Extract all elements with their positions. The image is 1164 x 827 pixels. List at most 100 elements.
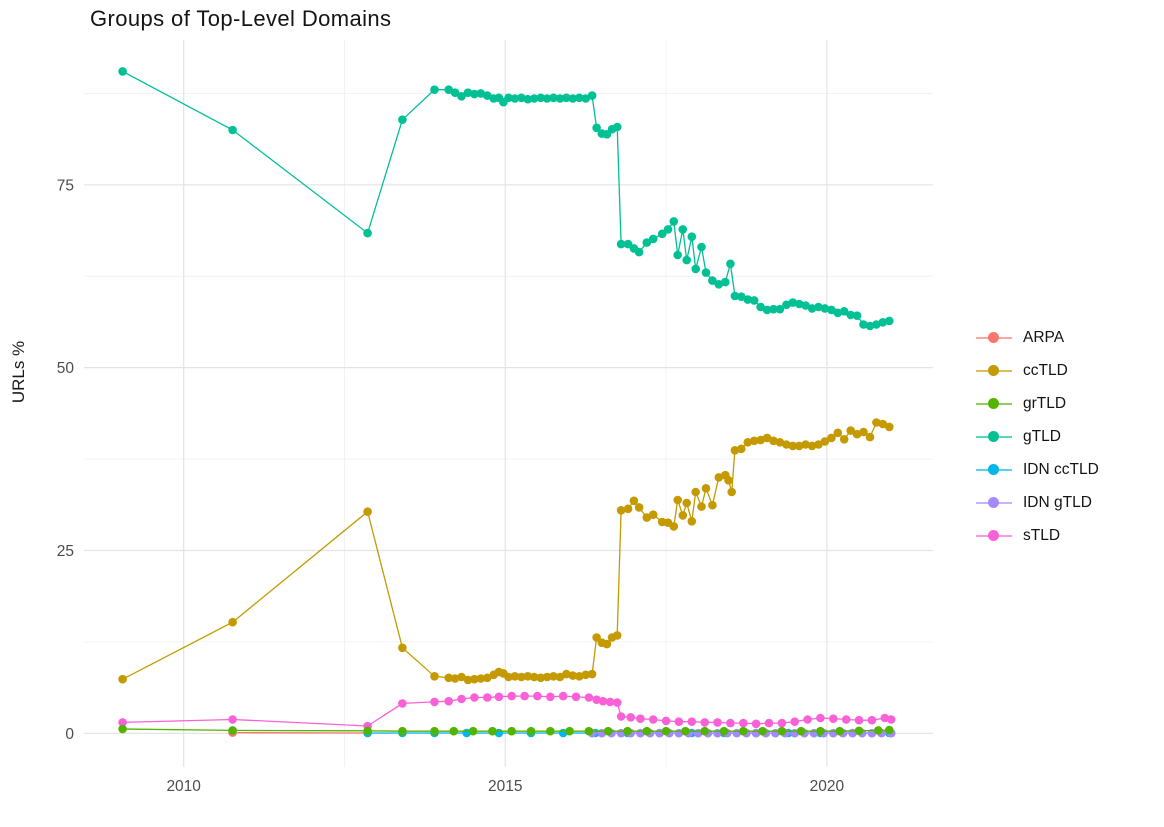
data-point xyxy=(769,304,778,314)
data-point xyxy=(758,726,767,736)
data-point xyxy=(470,674,479,684)
data-point xyxy=(714,473,724,482)
data-point xyxy=(634,503,644,512)
data-point xyxy=(118,67,127,76)
data-point xyxy=(790,717,799,726)
data-point xyxy=(463,88,473,97)
data-point xyxy=(444,673,454,683)
data-point xyxy=(794,441,804,451)
data-point xyxy=(885,316,894,326)
data-point xyxy=(363,228,372,238)
data-point xyxy=(681,726,690,736)
legend-label: grTLD xyxy=(1023,394,1067,412)
data-point xyxy=(450,88,460,97)
data-point xyxy=(816,713,825,723)
series-line xyxy=(122,695,892,727)
legend-item-arpa: ARPA xyxy=(976,321,1099,354)
data-point xyxy=(430,672,439,681)
data-point xyxy=(713,718,722,727)
data-point xyxy=(526,726,536,736)
data-point xyxy=(708,276,717,285)
data-point xyxy=(816,726,825,736)
data-point xyxy=(546,692,555,702)
data-point xyxy=(634,247,644,257)
data-point xyxy=(697,502,706,511)
legend-label: gTLD xyxy=(1023,427,1061,445)
y-tick-label: 75 xyxy=(57,177,74,194)
data-point xyxy=(562,93,571,103)
data-point xyxy=(470,693,479,702)
data-point xyxy=(807,441,817,451)
data-point xyxy=(673,495,682,505)
data-point xyxy=(565,726,574,736)
data-point xyxy=(727,487,736,497)
data-point xyxy=(801,440,810,449)
data-point xyxy=(363,726,372,736)
data-point xyxy=(678,225,688,234)
data-point xyxy=(859,427,868,437)
data-point xyxy=(743,295,753,304)
data-point xyxy=(737,444,746,454)
data-point xyxy=(605,697,615,707)
legend-label: sTLD xyxy=(1023,526,1061,544)
data-point xyxy=(801,301,810,310)
data-point xyxy=(673,250,682,260)
data-point xyxy=(636,714,645,723)
data-point xyxy=(598,696,608,706)
data-point xyxy=(839,435,849,444)
data-point xyxy=(463,675,473,685)
data-point xyxy=(714,280,724,289)
data-point xyxy=(398,643,407,653)
data-point xyxy=(571,692,581,702)
legend-label: ARPA xyxy=(1023,328,1065,346)
legend-label: ccTLD xyxy=(1023,361,1068,379)
series-stld xyxy=(118,691,896,731)
data-point xyxy=(488,726,497,736)
data-point xyxy=(846,310,855,320)
legend-item-grtld: grTLD xyxy=(976,387,1099,420)
data-point xyxy=(517,672,526,682)
data-point xyxy=(444,696,454,706)
data-point xyxy=(701,484,711,493)
data-point xyxy=(669,217,679,226)
data-point xyxy=(228,617,237,627)
data-point xyxy=(841,715,851,724)
data-point xyxy=(874,726,883,735)
data-point xyxy=(430,726,439,736)
data-point xyxy=(846,426,855,435)
data-point xyxy=(782,440,791,449)
data-point xyxy=(483,693,492,702)
data-point xyxy=(549,672,558,681)
data-point xyxy=(661,716,671,726)
data-point xyxy=(859,320,868,329)
data-point xyxy=(648,715,658,724)
data-point xyxy=(764,718,774,728)
data-point xyxy=(820,437,830,446)
chart-title: Groups of Top-Level Domains xyxy=(90,6,392,31)
legend-label: IDN gTLD xyxy=(1023,493,1092,511)
data-point xyxy=(775,438,785,447)
data-point xyxy=(678,511,688,520)
data-point xyxy=(878,318,888,327)
data-point xyxy=(648,234,658,244)
x-tick-label: 2010 xyxy=(166,778,201,795)
data-point xyxy=(739,718,748,728)
data-point xyxy=(542,672,552,682)
data-point xyxy=(507,726,516,736)
data-point xyxy=(788,441,798,451)
data-point xyxy=(878,419,888,429)
data-point xyxy=(430,85,439,94)
data-point xyxy=(867,715,877,725)
data-point xyxy=(118,718,127,727)
legend-key-icon xyxy=(976,397,1012,410)
data-point xyxy=(749,296,759,305)
data-point xyxy=(494,692,504,702)
series-grtld xyxy=(118,724,894,736)
y-axis-title: URLs % xyxy=(9,341,28,403)
data-point xyxy=(648,510,658,519)
data-point xyxy=(504,672,513,682)
data-point xyxy=(626,713,635,722)
data-point xyxy=(629,496,639,506)
data-point xyxy=(483,673,492,683)
